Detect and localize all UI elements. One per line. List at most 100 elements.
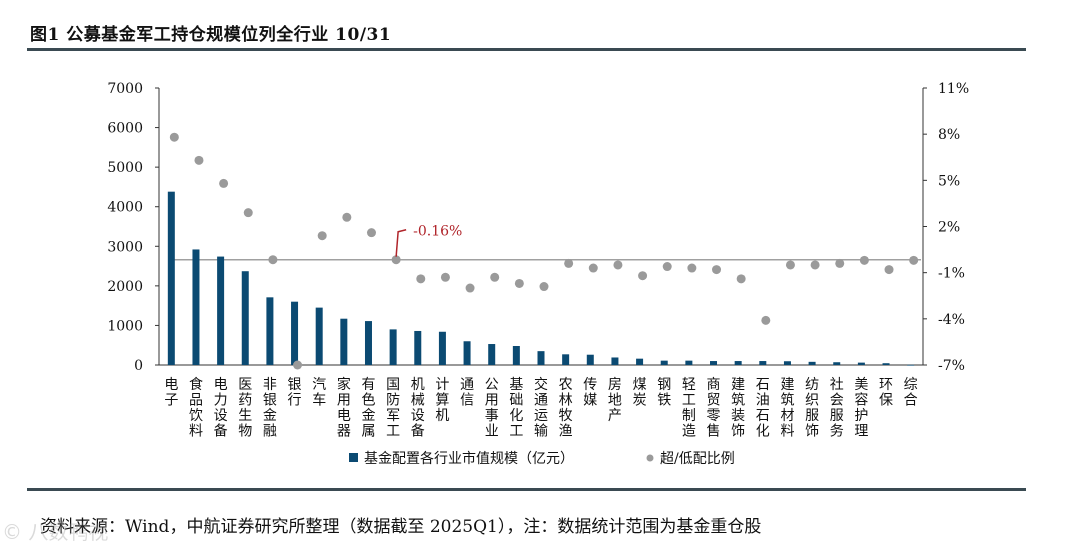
scatter-point (564, 258, 574, 268)
bar (759, 361, 767, 365)
category-label: 煤炭 (633, 377, 647, 409)
scatter-point (859, 255, 869, 265)
left-tick-label: 4000 (107, 200, 143, 216)
annotation-label: -0.16% (413, 224, 462, 240)
bar (340, 318, 348, 365)
bar (660, 360, 668, 365)
category-label: 农林牧渔 (559, 377, 573, 440)
scatter-point (194, 155, 204, 165)
bottom-rule (27, 488, 1026, 491)
legend-dot-swatch (646, 454, 654, 462)
category-label: 建筑材料 (780, 377, 794, 440)
category-label: 非银金融 (263, 377, 277, 440)
bar (537, 351, 545, 365)
bar (710, 361, 718, 365)
right-tick-label: -1% (938, 266, 965, 282)
category-label: 电子 (164, 377, 178, 409)
bar (734, 361, 742, 365)
scatter-series (169, 132, 919, 370)
scatter-point (490, 272, 500, 282)
legend-bar-swatch (349, 453, 358, 462)
scatter-point (317, 231, 327, 241)
bar (217, 256, 225, 365)
bar (685, 360, 693, 365)
bar (857, 362, 865, 365)
scatter-point (268, 255, 278, 265)
top-rule (27, 48, 1026, 51)
bar (636, 358, 644, 365)
category-label: 房地产 (608, 377, 622, 424)
bar (241, 271, 249, 365)
category-label: 社会服务 (830, 377, 844, 440)
category-label: 美容护理 (854, 377, 868, 440)
scatter-point (539, 282, 549, 292)
category-label: 商贸零售 (707, 377, 721, 440)
scatter-point (761, 315, 771, 325)
scatter-point (169, 132, 179, 142)
scatter-point (416, 274, 426, 284)
bar (488, 344, 496, 365)
bar (783, 361, 791, 365)
bar (907, 364, 915, 366)
bar (291, 301, 299, 365)
bar (833, 362, 841, 365)
category-label: 建筑装饰 (731, 377, 745, 440)
scatter-point (293, 360, 303, 370)
category-label: 食品饮料 (189, 376, 203, 440)
scatter-point (613, 260, 623, 270)
chart: 0 1000 2000 3000 4000 5000 6000 7000 -7% -4% -1% 2%… (107, 81, 969, 467)
scatter-point (687, 263, 697, 273)
bar (315, 307, 323, 365)
scatter-point (884, 265, 894, 275)
bar (438, 331, 446, 365)
category-label: 银行 (288, 377, 302, 409)
annotation-leader (395, 229, 407, 257)
scatter-point (219, 178, 229, 188)
bar (463, 341, 471, 365)
category-label: 汽车 (312, 377, 326, 409)
scatter-point (736, 274, 746, 284)
axes: 0 1000 2000 3000 4000 5000 6000 7000 -7% -4% -1% 2%… (107, 81, 969, 374)
left-tick-label: 6000 (107, 121, 143, 137)
category-label: 机械设备 (411, 377, 425, 440)
right-tick-label: 8% (938, 127, 960, 143)
category-labels: 电子食品饮料电力设备医药生物非银金融银行汽车家用电器有色金属国防军工机械设备计算… (164, 376, 917, 440)
bar (586, 354, 594, 365)
right-tick-label: 2% (938, 220, 960, 236)
scatter-point (835, 258, 845, 268)
left-tick-label: 5000 (107, 160, 143, 176)
bar (167, 191, 175, 365)
category-label: 医药生物 (238, 377, 252, 440)
bar (512, 346, 520, 365)
scatter-point (810, 260, 820, 270)
scatter-point (465, 283, 475, 293)
figure-title: 图1 公募基金军工持仓规模位列全行业 10/31 (30, 25, 392, 45)
right-tick-label: -7% (938, 358, 965, 374)
bar (882, 363, 890, 365)
scatter-point (243, 208, 253, 218)
category-label: 纺织服饰 (805, 377, 819, 440)
category-label: 国防军工 (386, 377, 400, 440)
scatter-point (909, 255, 919, 265)
left-tick-label: 7000 (107, 81, 143, 97)
category-label: 传媒 (583, 377, 597, 409)
scatter-point (391, 255, 401, 265)
right-tick-label: 11% (938, 81, 969, 97)
scatter-point (712, 265, 722, 275)
scatter-point (662, 262, 672, 272)
scatter-point (440, 272, 450, 282)
bar (562, 354, 570, 365)
bar (414, 330, 422, 365)
left-tick-label: 0 (134, 358, 143, 374)
category-label: 基础化工 (509, 376, 523, 440)
category-label: 交通运输 (534, 376, 548, 440)
bar (389, 329, 397, 365)
category-label: 综合 (904, 377, 918, 409)
left-tick-label: 1000 (107, 318, 143, 334)
legend: 基金配置各行业市值规模（亿元） 超/低配比例 (349, 450, 735, 467)
scatter-point (366, 228, 376, 238)
category-label: 石油石化 (756, 377, 770, 440)
scatter-point (342, 212, 352, 222)
right-tick-label: 5% (938, 173, 960, 189)
bar-series (167, 191, 915, 366)
